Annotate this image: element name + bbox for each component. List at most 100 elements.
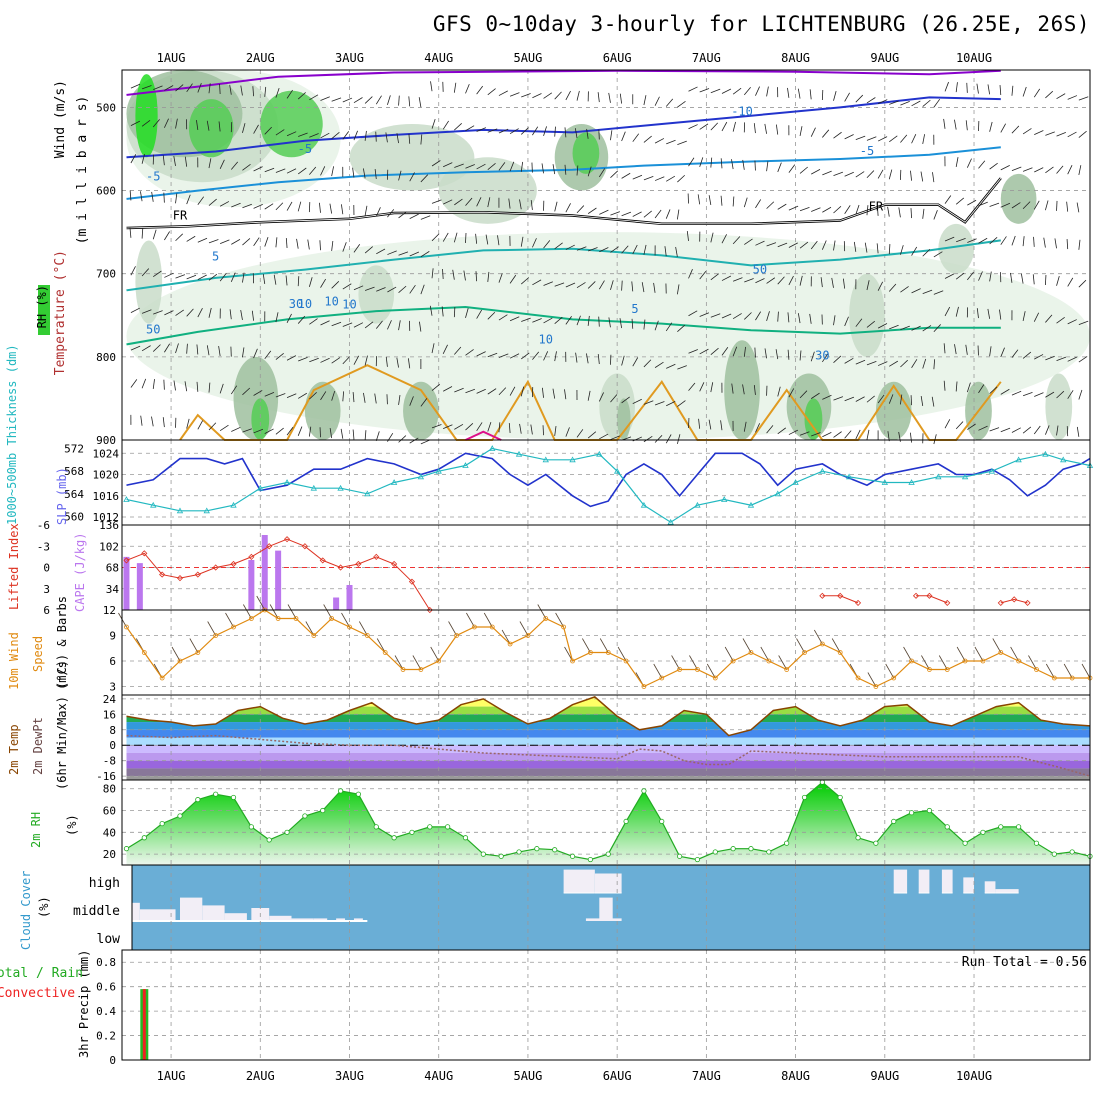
wind-barb — [676, 209, 680, 220]
wind-barb — [256, 595, 266, 611]
lifted-index-point — [997, 599, 1004, 606]
wind-barb — [476, 197, 482, 207]
wind-barb — [956, 646, 966, 662]
wind-barb — [497, 235, 500, 246]
wind-barb — [554, 282, 565, 287]
cape-bar — [123, 556, 130, 610]
wind-barb — [431, 233, 440, 242]
contour-label: -5 — [860, 144, 874, 158]
wind-barb — [621, 172, 631, 179]
wind-barb — [1010, 646, 1019, 662]
wind-speed-point — [347, 624, 352, 630]
wind-barb — [196, 344, 199, 355]
wind-barb — [565, 244, 575, 250]
wind-barb — [688, 349, 698, 354]
wind-barb — [992, 638, 1002, 653]
wind-barb — [242, 347, 245, 358]
wind-barb — [933, 251, 943, 258]
lifted-index-point — [1011, 596, 1018, 603]
wind-barb — [766, 242, 777, 247]
wind-barb — [189, 638, 199, 653]
wind-barb — [358, 621, 368, 636]
contour-label: 5 — [631, 302, 638, 316]
wind-barb — [966, 158, 972, 168]
wind-barb — [554, 242, 563, 250]
wind-barb — [989, 346, 992, 357]
wind-speed-point — [364, 633, 370, 638]
wind-barb — [599, 209, 609, 215]
wind-barb — [419, 321, 422, 332]
thickness-tick-label: 560 — [64, 511, 84, 524]
wind-barb — [229, 84, 232, 95]
wind-barb — [521, 317, 531, 322]
wind-barb — [810, 392, 820, 399]
lifted-index-point — [159, 571, 166, 578]
temp-band — [126, 729, 1090, 738]
wind-barb — [564, 164, 567, 175]
wind-barb — [967, 271, 974, 281]
wind-barb — [978, 384, 985, 394]
thickness-point — [988, 467, 996, 474]
wind-speed-point — [489, 624, 495, 630]
wind-speed-point — [195, 650, 201, 655]
cloud-high-block — [918, 869, 930, 893]
contour-label: -10 — [731, 105, 753, 119]
wind-barb — [688, 382, 696, 391]
wind-barb — [677, 101, 686, 108]
wind-barb — [196, 381, 199, 392]
wind-barb — [989, 386, 998, 394]
wind-barb — [208, 307, 212, 318]
wind-barb — [1045, 391, 1055, 398]
wind-barb — [387, 209, 395, 218]
wind-barb — [152, 229, 157, 240]
wind-barb — [173, 380, 176, 391]
wind-barb — [754, 347, 756, 358]
wind-barb — [844, 357, 854, 364]
wind-barb — [275, 88, 280, 98]
wind-barb — [688, 86, 698, 92]
wind-speed-point — [748, 650, 754, 655]
wind-barb — [275, 427, 284, 435]
wind-barb — [543, 126, 547, 136]
wind-barb — [253, 203, 263, 209]
rh-point — [373, 824, 379, 830]
cape-bar — [261, 535, 268, 610]
wind-barb — [989, 162, 998, 170]
wind-barb — [532, 93, 542, 99]
wind-barb — [454, 423, 464, 430]
wind-barb — [809, 313, 812, 324]
rh-point — [337, 788, 344, 794]
wind-barb — [420, 251, 430, 258]
wind-barb — [931, 396, 935, 407]
lifted-index-point — [266, 543, 273, 550]
rh-tick-label: 20 — [103, 848, 116, 861]
wind-barb — [453, 232, 458, 243]
wind-barb — [320, 96, 330, 101]
wind-barb — [932, 172, 935, 183]
wind-barb — [275, 168, 286, 173]
wind-speed-point — [231, 624, 236, 630]
wind-barb — [429, 305, 433, 316]
wind-barb — [240, 310, 243, 321]
wind-barb — [498, 90, 508, 96]
x-tick-label-top: 7AUG — [692, 51, 721, 65]
wind-barb — [398, 170, 402, 181]
wind-speed-point — [677, 667, 683, 672]
wind-speed-point — [177, 658, 183, 664]
wind-barb — [976, 83, 979, 94]
wind-barb — [889, 360, 899, 367]
wind-barb — [833, 315, 836, 326]
wind-barb — [877, 323, 888, 329]
wind-barb — [732, 87, 742, 95]
wind-barb — [787, 312, 790, 323]
wind-barb — [323, 604, 333, 619]
wind-barb — [1056, 165, 1064, 174]
wind-barb — [309, 166, 317, 175]
rh-shade — [1000, 173, 1037, 224]
wind-barb — [543, 92, 553, 99]
wind-barb — [943, 118, 946, 129]
wind-barb — [799, 390, 808, 399]
wind-barb — [1022, 86, 1027, 97]
wind-barb — [152, 344, 161, 352]
wind-barb — [744, 312, 752, 320]
